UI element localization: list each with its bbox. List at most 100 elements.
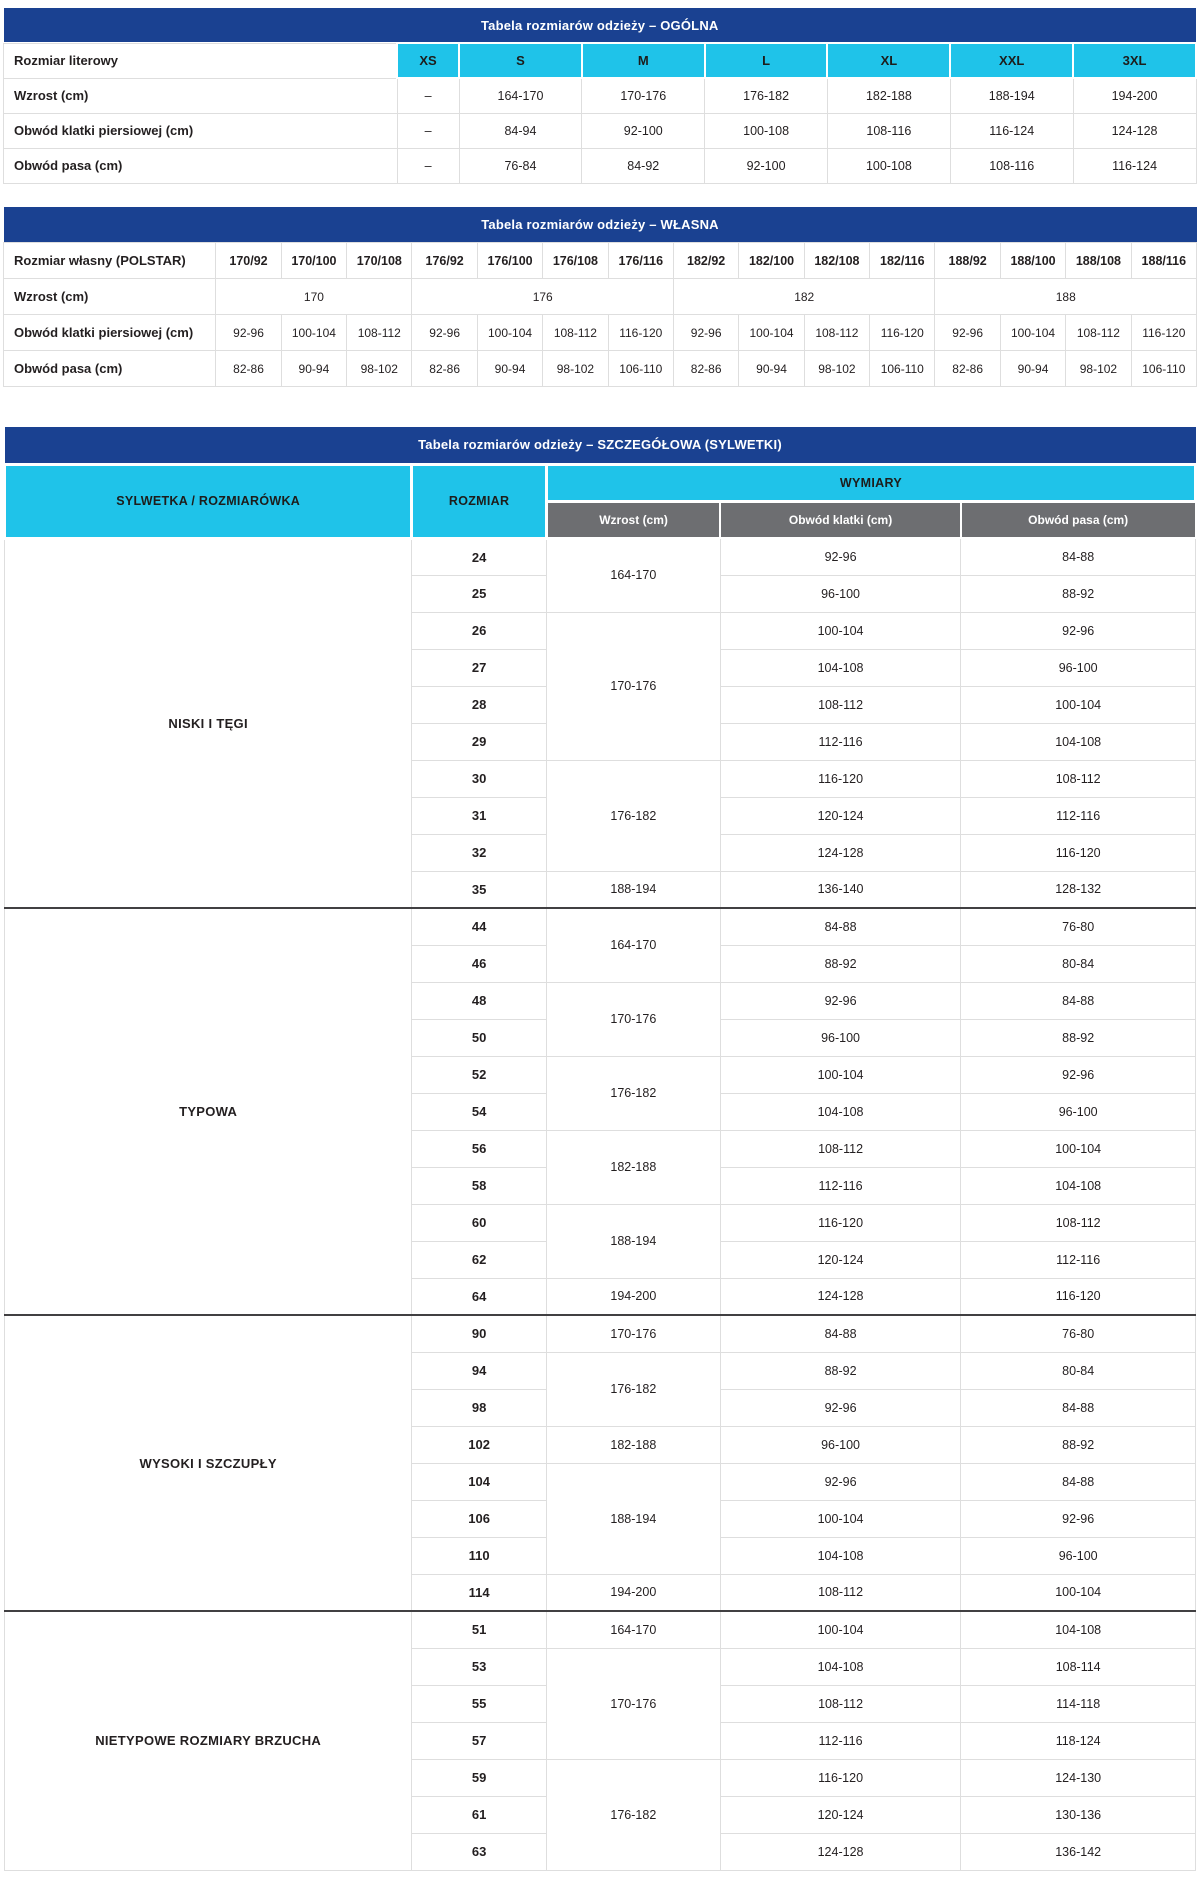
detail-chest-value: 96-100 bbox=[719, 574, 962, 613]
detail-chest-value: 84-88 bbox=[719, 907, 962, 946]
table-gap bbox=[3, 184, 1197, 207]
detail-size-number: 114 bbox=[411, 1573, 547, 1612]
detail-waist-value: 96-100 bbox=[960, 1092, 1196, 1131]
waist-value: 82-86 bbox=[934, 350, 1001, 387]
height-column-header: Wzrost (cm) bbox=[545, 500, 722, 539]
detail-row: 48 170-176 92-96 84-88 bbox=[5, 981, 1196, 1057]
own-size-header: 188/100 bbox=[999, 242, 1067, 279]
detail-size-number: 26 bbox=[411, 611, 547, 650]
detail-waist-value: 100-104 bbox=[960, 1573, 1196, 1612]
waist-value: 106-110 bbox=[1130, 350, 1198, 387]
silhouette-section-label: WYSOKI I SZCZUPŁY bbox=[3, 1314, 413, 1612]
detail-row: 63 124-128 136-142 bbox=[5, 1832, 1196, 1871]
measure-row-label: Obwód pasa (cm) bbox=[3, 147, 398, 184]
general-table-title: Tabela rozmiarów odzieży – OGÓLNA bbox=[3, 8, 1196, 43]
detail-height-value: 176-182 bbox=[545, 1758, 721, 1871]
detail-row: 102 182-188 96-100 88-92 bbox=[5, 1425, 1196, 1464]
detail-row: 98 92-96 84-88 bbox=[5, 1388, 1196, 1427]
detail-chest-value: 124-128 bbox=[719, 1277, 962, 1316]
height-group-value: 188 bbox=[934, 278, 1197, 315]
detail-waist-value: 80-84 bbox=[960, 944, 1196, 983]
letter-size-row-label: Rozmiar literowy bbox=[3, 42, 398, 79]
dimensions-column-header: WYMIARY bbox=[544, 462, 1198, 503]
detail-waist-value: 100-104 bbox=[960, 685, 1196, 724]
detail-chest-value: 92-96 bbox=[719, 537, 962, 576]
detail-row: 57 112-116 118-124 bbox=[5, 1721, 1196, 1760]
detail-waist-value: 108-112 bbox=[960, 1203, 1196, 1242]
detail-chest-value: 120-124 bbox=[719, 1240, 962, 1279]
detail-size-number: 54 bbox=[411, 1092, 547, 1131]
height-row-label: Wzrost (cm) bbox=[2, 278, 217, 315]
detailed-subheader-row: Wzrost (cm) Obwód klatki (cm) Obwód pasa… bbox=[5, 500, 1197, 539]
detail-chest-value: 104-108 bbox=[719, 1647, 962, 1686]
own-size-header: 176/108 bbox=[542, 242, 609, 279]
detail-chest-value: 92-96 bbox=[719, 981, 962, 1020]
detail-chest-value: 92-96 bbox=[719, 1462, 962, 1501]
measure-value: 182-188 bbox=[826, 77, 951, 114]
chest-value: 92-96 bbox=[215, 314, 282, 351]
measure-value: 176-182 bbox=[704, 77, 828, 114]
detail-chest-value: 84-88 bbox=[719, 1314, 962, 1353]
detail-height-value: 176-182 bbox=[545, 1055, 721, 1131]
detail-height-value: 170-176 bbox=[545, 611, 721, 761]
detail-waist-value: 88-92 bbox=[960, 1425, 1196, 1464]
detail-chest-value: 120-124 bbox=[719, 796, 962, 835]
measure-value: 92-100 bbox=[704, 147, 828, 184]
detail-waist-value: 124-130 bbox=[960, 1758, 1196, 1797]
detail-height-value: 170-176 bbox=[545, 1647, 721, 1760]
detail-waist-value: 84-88 bbox=[960, 537, 1196, 576]
detail-size-number: 106 bbox=[411, 1499, 547, 1538]
detail-chest-value: 136-140 bbox=[719, 870, 962, 909]
detail-chest-value: 92-96 bbox=[719, 1388, 962, 1427]
detail-row: 106 100-104 92-96 bbox=[5, 1499, 1196, 1538]
detail-height-value: 176-182 bbox=[545, 1351, 721, 1427]
general-measure-row: Obwód pasa (cm) –76-84 84-92 92-100 100-108 1… bbox=[3, 147, 1197, 184]
letter-size-header: L bbox=[703, 42, 829, 79]
waist-value: 98-102 bbox=[346, 350, 413, 387]
chest-value: 108-112 bbox=[542, 314, 609, 351]
detail-chest-value: 108-112 bbox=[719, 685, 962, 724]
waist-column-header: Obwód pasa (cm) bbox=[959, 500, 1197, 539]
detail-size-number: 32 bbox=[411, 833, 547, 872]
detail-waist-value: 88-92 bbox=[960, 1018, 1196, 1057]
waist-value: 98-102 bbox=[803, 350, 871, 387]
detail-waist-value: 130-136 bbox=[960, 1795, 1196, 1834]
detail-size-number: 94 bbox=[411, 1351, 547, 1390]
detail-chest-value: 96-100 bbox=[719, 1425, 962, 1464]
detail-chest-value: 108-112 bbox=[719, 1684, 962, 1723]
detail-waist-value: 112-116 bbox=[960, 1240, 1196, 1279]
own-size-header: 176/92 bbox=[411, 242, 478, 279]
general-measure-row: Wzrost (cm) –164-170 170-176 176-182 182-188… bbox=[3, 77, 1197, 114]
waist-value: 82-86 bbox=[215, 350, 282, 387]
detail-waist-value: 76-80 bbox=[960, 1314, 1196, 1353]
chest-value: 108-112 bbox=[1065, 314, 1132, 351]
silhouette-column-header: SYLWETKA / ROZMIARÓWKA bbox=[2, 462, 414, 540]
detail-row: 55 108-112 114-118 bbox=[5, 1684, 1196, 1723]
own-size-row: Rozmiar własny (POLSTAR) 170/92 170/100 170… bbox=[2, 242, 1198, 279]
detail-waist-value: 92-96 bbox=[960, 1499, 1196, 1538]
detail-row: 25 96-100 88-92 bbox=[5, 574, 1196, 613]
chest-value: 100-104 bbox=[476, 314, 544, 351]
detail-size-number: 46 bbox=[411, 944, 547, 983]
silhouette-section-label: TYPOWA bbox=[3, 907, 413, 1316]
detail-row: 61 120-124 130-136 bbox=[5, 1795, 1196, 1834]
detail-chest-value: 88-92 bbox=[719, 1351, 962, 1390]
detail-height-value: 176-182 bbox=[545, 759, 721, 872]
measure-value: 92-100 bbox=[581, 112, 706, 149]
detail-chest-value: 100-104 bbox=[719, 1610, 962, 1649]
detail-row: 59 176-182 116-120 124-130 bbox=[5, 1758, 1196, 1871]
measure-value: 108-116 bbox=[949, 147, 1074, 184]
detail-waist-value: 84-88 bbox=[960, 1462, 1196, 1501]
waist-value: 98-102 bbox=[1065, 350, 1132, 387]
detail-chest-value: 112-116 bbox=[719, 1166, 962, 1205]
measure-value: 116-124 bbox=[949, 112, 1074, 149]
waist-value: 106-110 bbox=[869, 350, 936, 387]
measure-value: 84-92 bbox=[581, 147, 706, 184]
detail-chest-value: 88-92 bbox=[719, 944, 962, 983]
detail-size-number: 102 bbox=[411, 1425, 547, 1464]
detail-chest-value: 100-104 bbox=[719, 1499, 962, 1538]
detail-row: WYSOKI I SZCZUPŁY 90 170-176 84-88 76-80 bbox=[3, 1314, 1196, 1612]
detail-row: 50 96-100 88-92 bbox=[5, 1018, 1196, 1057]
measure-value: 108-116 bbox=[826, 112, 951, 149]
detail-size-number: 30 bbox=[411, 759, 547, 798]
